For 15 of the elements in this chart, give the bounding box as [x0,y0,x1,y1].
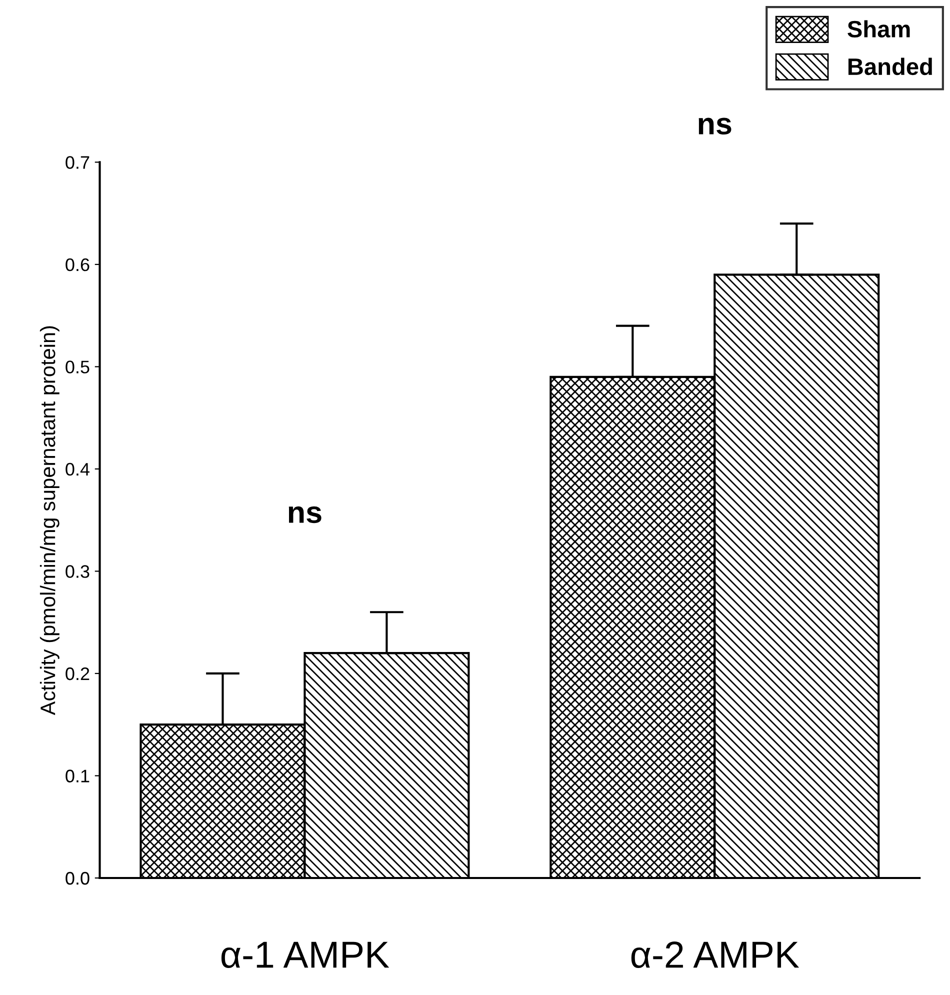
y-tick-label: 0.4 [66,462,90,476]
y-tick-label: 0.1 [66,770,90,782]
x-tick-label: α-1 AMPK [221,942,390,968]
y-tick-label: 0.5 [66,360,90,374]
x-tick-label: α-2 AMPK [631,941,800,968]
y-tick-label: 0.6 [66,258,90,272]
y-tick-label: 0.0 [66,872,90,885]
annotation: ns [288,506,322,524]
legend-label: Sham [848,20,910,38]
y-tick-label: 0.2 [66,667,90,680]
y-tick-label: 0.3 [66,565,90,578]
text: ns [698,118,732,135]
y-tick-label: 0.7 [66,156,90,169]
legend-label: Banded [848,58,932,76]
y-axis-title: Activity (pmol/min/mg supernatant protein) [40,326,60,716]
